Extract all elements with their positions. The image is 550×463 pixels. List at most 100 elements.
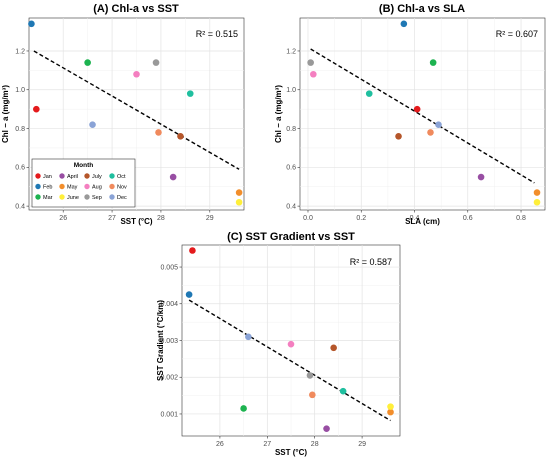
x-tick-label: 28 <box>311 441 319 448</box>
data-point-nov <box>427 129 434 136</box>
legend-swatch-nov <box>109 183 115 190</box>
data-point-oct <box>186 90 194 97</box>
data-point-jan <box>413 105 421 113</box>
plot-area <box>299 17 546 211</box>
data-point-july <box>395 133 402 140</box>
r-squared-annotation: R² = 0.587 <box>350 257 392 267</box>
data-point-jan <box>189 247 196 254</box>
legend-swatch-mar <box>35 194 41 200</box>
data-point-oct <box>339 387 347 395</box>
data-point-nov <box>309 391 316 399</box>
data-point-oct <box>365 90 373 97</box>
r-squared-annotation: R² = 0.515 <box>196 29 238 39</box>
legend-swatch-april <box>59 173 65 179</box>
chart-title: (A) Chl-a vs SST <box>93 3 179 15</box>
x-tick-label: 0.6 <box>463 215 473 222</box>
y-tick-label: 1.0 <box>15 87 25 94</box>
chart-panel-3: 26 27 28 29 0.001 0.002 0.003 0.004 0.005 (C) SST… <box>156 231 401 457</box>
y-tick-label: 1.2 <box>286 48 296 55</box>
legend-label-nov: Nov <box>117 185 127 191</box>
x-tick-label: 27 <box>263 441 271 448</box>
data-point-april <box>477 173 485 181</box>
data-point-nov <box>155 129 162 136</box>
legend-label-aug: Aug <box>92 185 102 191</box>
data-point-may <box>235 189 243 196</box>
data-point-aug <box>287 340 295 348</box>
y-tick-label: 0.6 <box>15 165 25 172</box>
legend-label-june: June <box>67 195 79 201</box>
y-tick-label: 1.2 <box>15 48 25 55</box>
y-tick-label: 0.8 <box>286 126 296 133</box>
x-tick-label: 27 <box>108 215 116 222</box>
legend-box <box>31 158 136 208</box>
y-axis-label: Chl − a (mg/m³) <box>274 85 283 143</box>
data-point-dec <box>89 121 96 128</box>
data-point-mar <box>429 59 437 66</box>
data-point-mar <box>84 59 91 66</box>
legend-swatch-aug <box>84 183 90 190</box>
data-point-june <box>533 198 541 206</box>
y-tick-label: 0.005 <box>160 264 178 271</box>
y-tick-label: 0.4 <box>286 204 296 211</box>
data-point-may <box>533 189 541 196</box>
chart-title: (C) SST Gradient vs SST <box>227 231 355 243</box>
data-point-may <box>387 408 394 416</box>
chart-panel-2: 0.0 0.2 0.4 0.6 0.8 0.4 0.6 0.8 1.0 1.2 (B) Chl-a … <box>274 3 546 226</box>
data-point-dec <box>245 333 252 341</box>
y-axis-label: Chl − a (mg/m³) <box>1 85 10 143</box>
data-point-aug <box>310 70 317 78</box>
x-tick-label: 0.8 <box>516 215 526 222</box>
legend-swatch-jan <box>35 173 41 179</box>
y-tick-label: 0.004 <box>160 301 178 308</box>
legend: Month Jan April July Oct Feb May Aug Nov Mar June S… <box>31 158 136 208</box>
x-axis-label: SST (°C) <box>120 217 152 226</box>
x-tick-label: 26 <box>216 441 224 448</box>
chart-panel-1: 26 27 28 29 0.4 0.6 0.8 1.0 1.2 (A) Chl-a vs SST S… <box>1 3 245 226</box>
data-point-june <box>235 198 243 206</box>
x-tick-label: 29 <box>206 215 214 222</box>
trend-line <box>33 50 240 170</box>
y-tick-label: 0.6 <box>286 165 296 172</box>
y-axis-label: SST Gradient (°C/km) <box>156 300 165 381</box>
x-tick-label: 0.2 <box>356 215 366 222</box>
data-point-jan <box>33 105 40 113</box>
y-tick-label: 0.003 <box>160 338 178 345</box>
legend-label-sep: Sep <box>92 195 102 201</box>
r-squared-annotation: R² = 0.607 <box>496 29 538 39</box>
data-point-april <box>323 425 330 432</box>
data-point-feb <box>400 20 408 28</box>
data-point-aug <box>133 70 140 78</box>
data-point-sep <box>306 372 314 379</box>
data-point-mar <box>240 405 247 412</box>
data-point-feb <box>28 20 35 28</box>
legend-swatch-sep <box>84 194 90 200</box>
y-tick-label: 1.0 <box>286 87 296 94</box>
legend-swatch-may <box>59 183 65 190</box>
legend-label-oct: Oct <box>117 174 126 180</box>
trend-line <box>310 48 535 184</box>
y-tick-label: 0.001 <box>160 411 178 418</box>
legend-swatch-july <box>84 173 90 179</box>
chart-title: (B) Chl-a vs SLA <box>379 3 465 15</box>
legend-label-jan: Jan <box>43 174 52 180</box>
legend-swatch-june <box>59 194 65 200</box>
legend-label-july: July <box>92 174 102 180</box>
data-point-june <box>387 403 394 410</box>
y-tick-label: 0.4 <box>15 204 25 211</box>
x-tick-label: 26 <box>59 215 67 222</box>
data-point-sep <box>152 59 160 66</box>
data-point-dec <box>435 121 442 128</box>
trend-line <box>188 299 391 422</box>
legend-title: Month <box>74 162 94 169</box>
data-point-july <box>330 344 337 352</box>
legend-label-mar: Mar <box>43 195 53 201</box>
data-point-sep <box>307 59 314 66</box>
x-axis-label: SLA (cm) <box>405 217 440 226</box>
x-tick-label: 29 <box>358 441 366 448</box>
legend-label-may: May <box>67 185 78 191</box>
x-tick-label: 0.4 <box>410 215 420 222</box>
y-tick-label: 0.002 <box>160 375 178 382</box>
legend-label-april: April <box>67 174 78 180</box>
legend-swatch-oct <box>109 173 115 179</box>
